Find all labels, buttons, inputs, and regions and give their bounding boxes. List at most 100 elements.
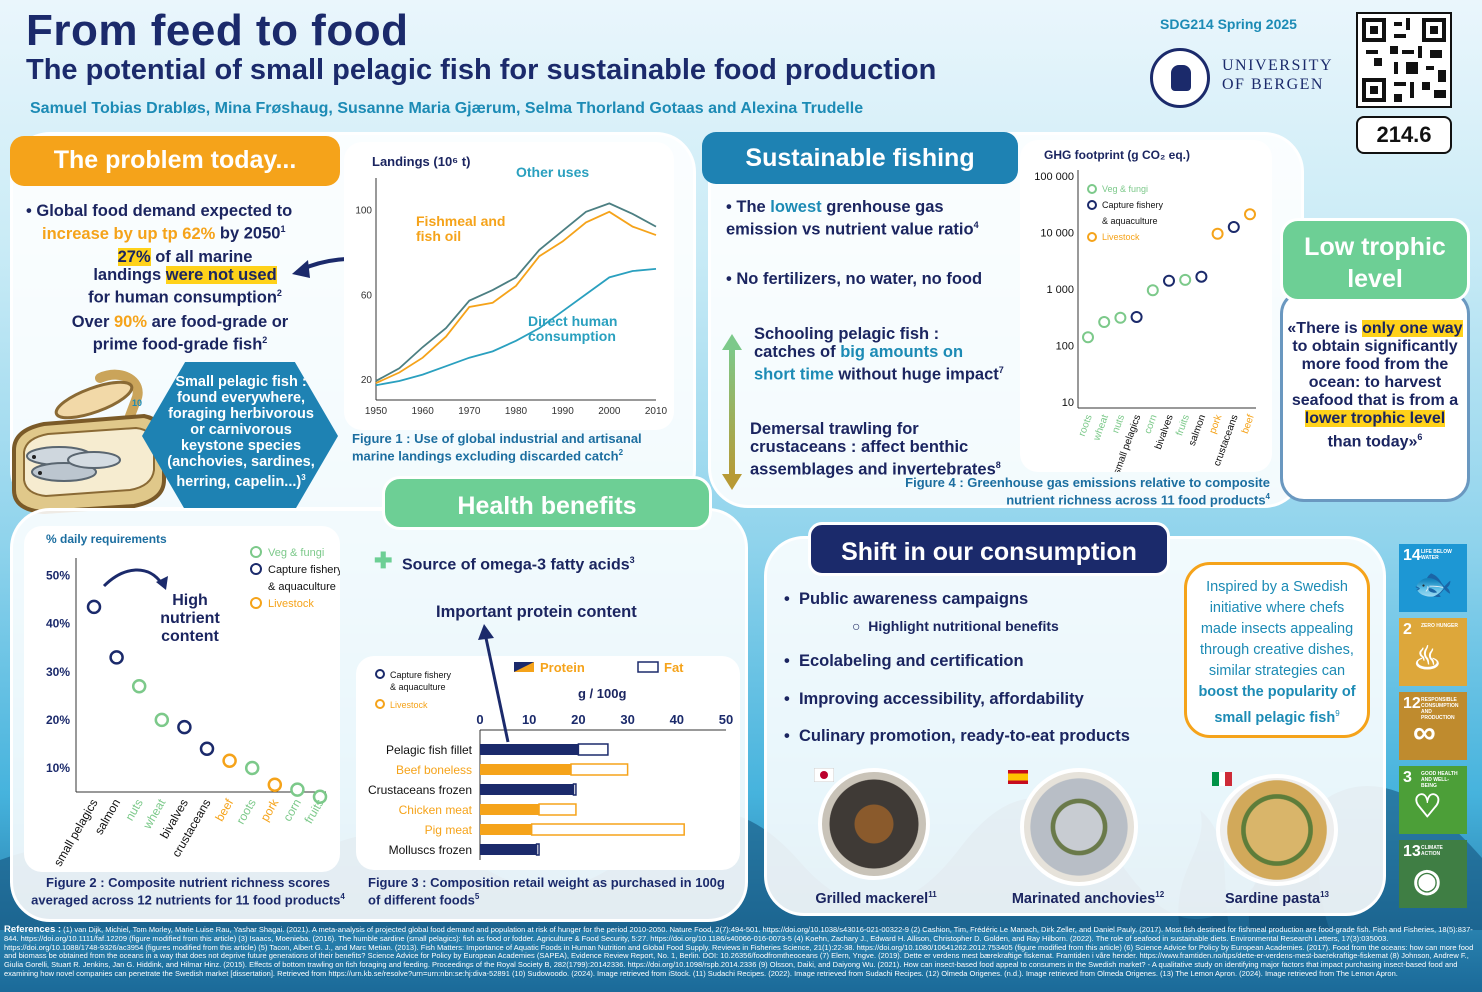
ref-sup: 5 (474, 892, 480, 901)
figure1-card (344, 142, 674, 430)
ref-sup: 6 (1417, 432, 1423, 442)
x-tick-label: 2010 (645, 406, 668, 417)
sustainable-heading: Sustainable fishing (702, 132, 1018, 184)
data-point (1082, 331, 1094, 344)
legend-label: Livestock (1102, 232, 1140, 242)
hexagon-small-pelagic (142, 362, 338, 510)
arrow-head (478, 624, 494, 640)
ref-sup: 4 (1265, 492, 1270, 501)
sdg-number: 12 (1403, 695, 1421, 712)
university-name: UNIVERSITY OF BERGEN (1222, 56, 1333, 94)
dish-name: Sardine pasta (1225, 890, 1321, 907)
x-tick-label: 1960 (412, 406, 435, 417)
japan-flag-icon (814, 768, 834, 782)
x-tick-label: fruits (1174, 413, 1192, 437)
bar-protein (480, 764, 572, 775)
sdg-glyph-icon: ◉ (1413, 862, 1441, 898)
bar-fat (572, 783, 577, 796)
trophic-heading: Low trophic level (1280, 218, 1470, 302)
sustainable-schooling: Schooling pelagic fish : catches of big … (754, 325, 1004, 384)
data-point (1163, 274, 1175, 287)
series-line-0 (375, 202, 657, 382)
bar-fat (530, 823, 685, 836)
plus-icon: ✚ (374, 548, 393, 573)
data-point (1179, 273, 1192, 286)
trophic-quote: «There is only one way to obtain signifi… (1286, 320, 1464, 451)
ref-sup: 4 (973, 220, 979, 230)
bullet-dot: • (26, 202, 37, 220)
legend-marker (375, 699, 385, 709)
x-tick-label: 50 (719, 712, 733, 727)
arrow-head (156, 576, 168, 590)
quote-text: «There is (1287, 320, 1363, 337)
caption-text: Figure 3 : Composition retail weight as … (368, 875, 725, 908)
stat-27-percent: 27% (117, 248, 151, 266)
ref-sup: 2 (276, 288, 282, 298)
shift-bullet-access: • Improving accessibility, affordability (784, 690, 1084, 708)
x-tick-label: pork (1207, 412, 1224, 435)
bar-protein (480, 844, 537, 855)
demand-text: Global food demand expected to (36, 202, 293, 220)
problem-heading: The problem today... (10, 136, 340, 186)
x-tick-label: 20 (571, 712, 585, 727)
legend-label: & aquaculture (268, 581, 336, 593)
x-tick-label: beef (1240, 413, 1257, 435)
ref-sup: 3 (301, 473, 306, 482)
ref-sup: 9 (1335, 709, 1340, 718)
hexagon-text: Small pelagic fish : found everywhere, f… (160, 374, 322, 490)
bar-fat (538, 803, 577, 816)
stat-food-grade: Over 90% are food-grade or prime food-gr… (30, 313, 330, 354)
bar-protein (480, 744, 579, 755)
university-name-line2: OF BERGEN (1222, 76, 1324, 93)
university-name-line1: UNIVERSITY (1222, 57, 1333, 74)
tin-image-ref: 10 (132, 398, 143, 408)
caption-text: Figure 1 : Use of global industrial and … (352, 431, 642, 464)
italy-flag-icon (1212, 772, 1232, 786)
data-point (86, 599, 102, 615)
y-tick-label: Pelagic fish fillet (386, 743, 473, 757)
figure1-chart: 20 60 100 1950 1960 1970 1980 1990 2000 2010 (355, 178, 668, 417)
data-point (1195, 270, 1208, 283)
figure2-card (24, 526, 340, 872)
bar-fat (535, 843, 540, 856)
legend-label: Capture fishery (1102, 200, 1164, 210)
stat-highlight: were not used (165, 266, 277, 284)
quote-text: than today» (1327, 433, 1418, 451)
figure4-card (1020, 140, 1272, 472)
y-tick-label: 20 (361, 375, 373, 386)
health-heading: Health benefits (382, 476, 712, 530)
problem-bullet-demand: • Global food demand expected to increas… (26, 202, 356, 243)
figure3-unit: g / 100g (578, 686, 627, 701)
legend-label: Veg & fungi (268, 547, 324, 559)
bullet-text: Public awareness campaigns (798, 590, 1029, 608)
quote-highlight: only one way (1362, 320, 1463, 337)
shift-heading: Shift in our consumption (808, 522, 1170, 576)
y-tick-label: 40% (46, 617, 70, 631)
bar-protein (480, 784, 574, 795)
figure1-ylabel: Landings (10⁶ t) (372, 154, 471, 169)
y-tick-label: 30% (46, 665, 70, 679)
data-point (1130, 310, 1143, 323)
data-point (177, 719, 192, 735)
sdg-number: 13 (1403, 843, 1421, 860)
dish-caption-anchovies: Marinated anchovies12 (998, 886, 1178, 908)
legend-label: & aquaculture (390, 682, 446, 692)
bullet-text: The (736, 198, 771, 216)
legend-marker (1087, 232, 1097, 242)
sdg-14-icon: 14 LIFE BELOW WATER 🐟 (1399, 544, 1467, 612)
data-point (1114, 311, 1127, 324)
figure4-ylabel: GHG footprint (g CO₂ eq.) (1044, 148, 1190, 162)
ref-sup: 1 (280, 224, 286, 234)
qr-code-icon[interactable] (1356, 12, 1452, 108)
ref-sup: 13 (1320, 890, 1329, 899)
x-tick-label: 1970 (458, 406, 481, 417)
figure2-ylabel: % daily requirements (46, 532, 167, 546)
references-label: References : (4, 924, 62, 935)
figure2-caption: Figure 2 : Composite nutrient richness s… (30, 875, 346, 907)
dish-name: Marinated anchovies (1011, 890, 1156, 907)
y-tick-label: 10% (46, 761, 70, 775)
ref-sup: 12 (1155, 890, 1165, 899)
data-point (1244, 208, 1256, 221)
x-tick-label: nuts (1110, 413, 1127, 435)
legend-marker (1087, 184, 1097, 194)
